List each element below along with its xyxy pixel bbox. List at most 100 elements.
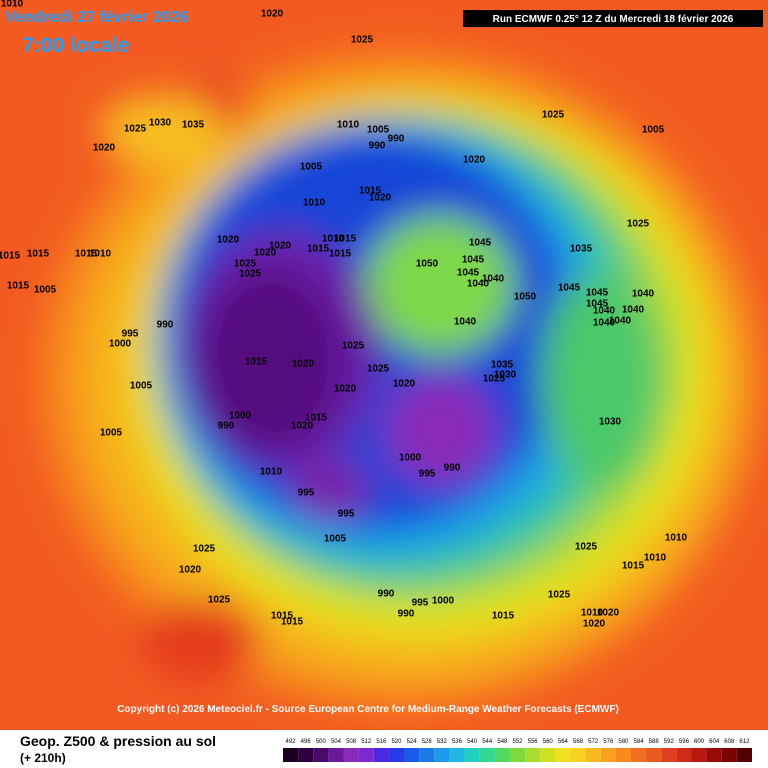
isobar-label: 1045	[457, 268, 480, 279]
scale-cell	[661, 748, 677, 762]
isobar-label: 1000	[109, 339, 132, 350]
scale-label: 556	[528, 739, 539, 745]
scale-cell	[540, 748, 556, 762]
scale-label: 596	[679, 739, 690, 745]
copyright: Copyright (c) 2026 Meteociel.fr - Source…	[117, 704, 619, 715]
isobar-label: 990	[444, 463, 461, 474]
isobar-label: 1025	[239, 269, 262, 280]
isobar-label: 1020	[179, 565, 202, 576]
isobar-label: 1015	[7, 281, 30, 292]
scale-cell	[646, 748, 662, 762]
scale-cell	[373, 748, 389, 762]
isobar-label: 1025	[367, 364, 390, 375]
scale-cell	[298, 748, 314, 762]
isobar-label: 990	[369, 141, 386, 152]
isobar-label: 995	[412, 598, 429, 609]
isobar-label: 1010	[665, 533, 688, 544]
scale-cell	[721, 748, 737, 762]
run-box	[463, 10, 763, 27]
scale-label: 612	[739, 739, 750, 745]
scale-cell	[630, 748, 647, 762]
scale-label: 600	[694, 739, 705, 745]
isobar-label: 1020	[254, 248, 277, 259]
isobar-label: 1000	[432, 596, 455, 607]
isobar-label: 1010	[260, 467, 283, 478]
isobar-label: 1015	[0, 251, 21, 262]
scale-cell	[676, 748, 692, 762]
isobar-label: 1000	[399, 453, 422, 464]
isobar-label: 1025	[351, 35, 374, 46]
scale-label: 540	[467, 739, 478, 745]
isobar-label: 1040	[467, 279, 490, 290]
scale-label: 560	[543, 739, 554, 745]
isobar-label: 1050	[514, 292, 537, 303]
isobar-label: 1025	[342, 341, 365, 352]
scale-cell	[313, 748, 329, 762]
time-title: 7:00 locale	[22, 34, 129, 57]
scale-cell	[283, 748, 299, 762]
scale-cell	[525, 748, 541, 762]
isobar-label: 1015	[359, 186, 382, 197]
isobar-label: 1005	[34, 285, 57, 296]
isobar-label: 1015	[307, 244, 330, 255]
isobar-label: 1050	[416, 259, 439, 270]
color-scale: 492 496 500 504 508 512 516 520 524 528 532 536 540 5…	[283, 739, 752, 762]
scale-cell	[494, 748, 510, 762]
isobar-label: 1010	[89, 249, 112, 260]
footer-title: Geop. Z500 & pression au sol	[20, 733, 216, 749]
scale-label: 544	[482, 739, 493, 745]
scale-label: 576	[603, 739, 614, 745]
isobar-label: 1025	[483, 374, 506, 385]
isobar-label: 1020	[292, 359, 315, 370]
scale-label: 572	[588, 739, 599, 745]
isobar-label: 1005	[130, 381, 153, 392]
scale-label: 508	[346, 739, 357, 745]
isobar-label: 1020	[217, 235, 240, 246]
isobar-label: 1025	[575, 542, 598, 553]
isobar-label: 1025	[627, 219, 650, 230]
isobar-label: 1005	[100, 428, 123, 439]
isobar-label: 990	[157, 320, 174, 331]
scale-label: 592	[664, 739, 675, 745]
isobar-label: 1025	[124, 124, 147, 135]
isobar-label: 1025	[542, 110, 565, 121]
isobar-label: 1030	[599, 417, 622, 428]
isobar-label: 1010	[322, 234, 345, 245]
isobar-label: 1040	[593, 306, 616, 317]
scale-cell	[343, 748, 359, 762]
isobar-label: 990	[218, 421, 235, 432]
scale-label: 496	[301, 739, 312, 745]
isobar-label: 1000	[229, 411, 252, 422]
isobar-label: 995	[122, 329, 139, 340]
scale-label: 500	[316, 739, 327, 745]
scale-label: 516	[376, 739, 387, 745]
isobar-label: 1040	[622, 305, 645, 316]
isobar-label: 995	[338, 509, 355, 520]
isobar-label: 1010	[303, 198, 326, 209]
date-title: Vendredi 27 février 2026	[5, 9, 188, 26]
isobar-label: 1045	[469, 238, 492, 249]
isobar-label: 1015	[329, 249, 352, 260]
isobar-label: 1005	[324, 534, 347, 545]
isobar-label: 1015	[75, 249, 98, 260]
scale-cell	[358, 748, 374, 762]
isobar-label: 1015	[622, 561, 645, 572]
isobar-label: 1020	[334, 384, 357, 395]
isobar-label: 995	[419, 469, 436, 480]
scale-cell	[449, 748, 465, 762]
footer-lead: (+ 210h)	[20, 751, 66, 765]
isobar-label: 1020	[393, 379, 416, 390]
scale-label: 504	[331, 739, 342, 745]
scale-cell	[615, 748, 631, 762]
isobar-label: 1020	[93, 143, 116, 154]
isobar-label: 1010	[1, 0, 24, 10]
isobar-label: 1025	[234, 259, 257, 270]
scale-cell	[419, 748, 435, 762]
scale-cell	[736, 748, 752, 762]
isobar-label: 1020	[597, 608, 620, 619]
isobar-label: 1040	[454, 317, 477, 328]
scale-label: 580	[618, 739, 629, 745]
scale-cell	[570, 748, 586, 762]
